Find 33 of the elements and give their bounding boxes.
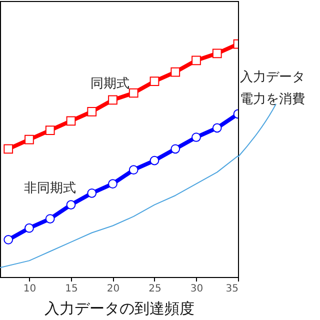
point bbox=[212, 48, 222, 58]
x-tick-label: 20 bbox=[106, 284, 120, 294]
point bbox=[45, 214, 55, 224]
point bbox=[24, 134, 34, 144]
point bbox=[108, 95, 118, 105]
x-tick-label: 10 bbox=[23, 284, 36, 294]
point bbox=[192, 132, 201, 142]
point bbox=[87, 106, 97, 116]
x-tick-label: 30 bbox=[190, 284, 204, 294]
x-axis-title: 入力データの到達頻度 bbox=[44, 300, 194, 318]
point bbox=[66, 200, 76, 210]
x-tick-label: 25 bbox=[148, 284, 162, 294]
point bbox=[4, 235, 14, 244]
point bbox=[170, 67, 180, 77]
text: 入力データ bbox=[240, 70, 305, 85]
point bbox=[87, 188, 97, 198]
point bbox=[24, 223, 34, 233]
point bbox=[4, 144, 14, 154]
series-label: 同期式 bbox=[90, 76, 130, 92]
point bbox=[150, 76, 160, 86]
point bbox=[128, 165, 138, 175]
point bbox=[108, 179, 118, 189]
x-tick-label: 35 bbox=[226, 284, 238, 294]
point bbox=[66, 116, 76, 126]
point bbox=[45, 126, 55, 135]
text: 電力を消費 bbox=[240, 92, 305, 107]
point bbox=[212, 123, 222, 133]
series-label: 非同期式 bbox=[24, 181, 76, 196]
point bbox=[192, 56, 201, 66]
x-tick-label: 15 bbox=[65, 284, 78, 294]
point bbox=[150, 156, 160, 166]
point bbox=[170, 144, 180, 154]
point bbox=[128, 88, 138, 98]
